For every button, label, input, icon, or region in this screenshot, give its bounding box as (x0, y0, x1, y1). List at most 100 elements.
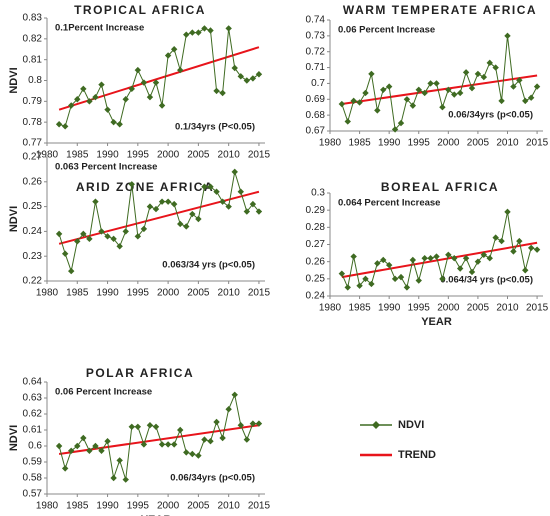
x-tick-label: 1990 (378, 138, 401, 149)
y-tick-label: 0.26 (306, 256, 326, 267)
ndvi-marker (255, 71, 263, 78)
y-tick-label: 0.83 (23, 13, 43, 24)
ndvi-marker (201, 436, 208, 443)
chart-title: TROPICAL AFRICA (74, 3, 206, 17)
ndvi-marker (195, 215, 202, 223)
y-tick-label: 0.27 (23, 152, 43, 163)
y-tick-label: 0.22 (23, 276, 43, 287)
ndvi-marker (225, 203, 232, 210)
ndvi-marker (152, 205, 160, 213)
ndvi-marker (231, 168, 238, 176)
ndvi-marker (486, 59, 493, 67)
x-axis-label: YEAR (421, 316, 452, 328)
x-tick-label: 1980 (36, 288, 59, 299)
trend-line (58, 424, 260, 455)
ndvi-marker (201, 183, 208, 190)
y-tick-label: 0.3 (311, 188, 325, 199)
ndvi-marker (92, 198, 99, 205)
trend-line (341, 74, 538, 106)
ndvi-marker (68, 447, 75, 454)
chart-title: ARID ZONE AFRICA (76, 180, 214, 194)
ndvi-marker (128, 423, 135, 430)
ndvi-marker (80, 230, 87, 238)
ndvi-marker (237, 422, 244, 429)
y-tick-label: 0.82 (23, 33, 43, 44)
y-tick-label: 0.78 (23, 117, 43, 128)
x-tick-label: 2005 (187, 288, 210, 299)
trend-line (58, 190, 260, 245)
ndvi-marker (92, 93, 99, 101)
ndvi-marker (74, 96, 81, 103)
ndvi-marker (403, 284, 411, 291)
ndvi-marker (480, 251, 488, 258)
ndvi-marker (510, 83, 517, 90)
ndvi-marker (140, 441, 148, 448)
ndvi-marker (456, 265, 464, 272)
ndvi-marker (403, 96, 411, 103)
ndvi-marker (492, 234, 499, 241)
legend-label: NDVI (398, 419, 424, 431)
y-tick-label: 0.79 (23, 96, 43, 107)
x-tick-label: 2010 (496, 303, 519, 314)
ndvi-marker (74, 238, 81, 245)
ndvi-marker (134, 66, 142, 74)
ndvi-marker (255, 420, 263, 427)
ndvi-marker (98, 81, 105, 88)
ndvi-marker (207, 438, 214, 445)
ndvi-marker (122, 96, 129, 103)
x-tick-label: 1980 (319, 303, 342, 314)
ndvi-marker (397, 119, 405, 127)
ndvi-marker (439, 104, 446, 111)
y-tick-label: 0.72 (306, 46, 326, 57)
x-tick-label: 2015 (248, 501, 271, 512)
ndvi-marker (255, 208, 263, 215)
x-tick-label: 1985 (66, 288, 89, 299)
ndvi-marker (146, 93, 154, 101)
ndvi-marker (213, 418, 220, 426)
x-tick-label: 2015 (248, 288, 271, 299)
ndvi-marker (55, 230, 63, 238)
y-tick-label: 0.7 (311, 78, 325, 89)
chart-title: POLAR AFRICA (86, 366, 194, 380)
y-tick-label: 0.59 (23, 457, 43, 468)
ndvi-marker (104, 438, 111, 445)
ndvi-marker (80, 85, 87, 93)
ndvi-marker (170, 441, 178, 448)
x-tick-label: 2000 (157, 150, 180, 161)
ndvi-marker (146, 422, 154, 429)
ndvi-marker (516, 77, 523, 84)
ndvi-marker (104, 233, 111, 240)
x-tick-label: 1985 (66, 150, 89, 161)
y-tick-label: 0.25 (23, 201, 43, 212)
y-tick-label: 0.77 (23, 138, 43, 149)
ndvi-marker (68, 102, 75, 109)
annotation: 0.1/34yrs (P<0.05) (175, 122, 255, 133)
ndvi-marker (480, 73, 488, 81)
ndvi-marker (421, 89, 428, 97)
ndvi-marker (134, 233, 142, 240)
y-tick-label: 0.81 (23, 54, 43, 65)
ndvi-marker (86, 235, 93, 243)
ndvi-marker (134, 423, 142, 430)
ndvi-marker (249, 420, 257, 427)
ndvi-marker (356, 99, 363, 106)
ndvi-marker (80, 434, 87, 442)
ndvi-marker (140, 79, 148, 86)
x-tick-label: 1995 (127, 288, 150, 299)
ndvi-marker (433, 80, 440, 87)
ndvi-marker (243, 208, 251, 215)
x-tick-label: 2005 (467, 303, 490, 314)
y-tick-label: 0.63 (23, 393, 43, 404)
ndvi-marker (55, 121, 63, 128)
ndvi-marker (219, 89, 226, 97)
ndvi-marker (415, 86, 422, 93)
x-tick-label: 1995 (408, 303, 431, 314)
ndvi-marker (533, 246, 541, 253)
y-tick-label: 0.23 (23, 251, 43, 262)
x-tick-label: 1985 (66, 501, 89, 512)
ndvi-marker (522, 97, 529, 105)
ndvi-marker (451, 91, 458, 98)
ndvi-marker (195, 29, 202, 36)
ndvi-marker (170, 200, 178, 208)
ndvi-marker (498, 97, 505, 105)
